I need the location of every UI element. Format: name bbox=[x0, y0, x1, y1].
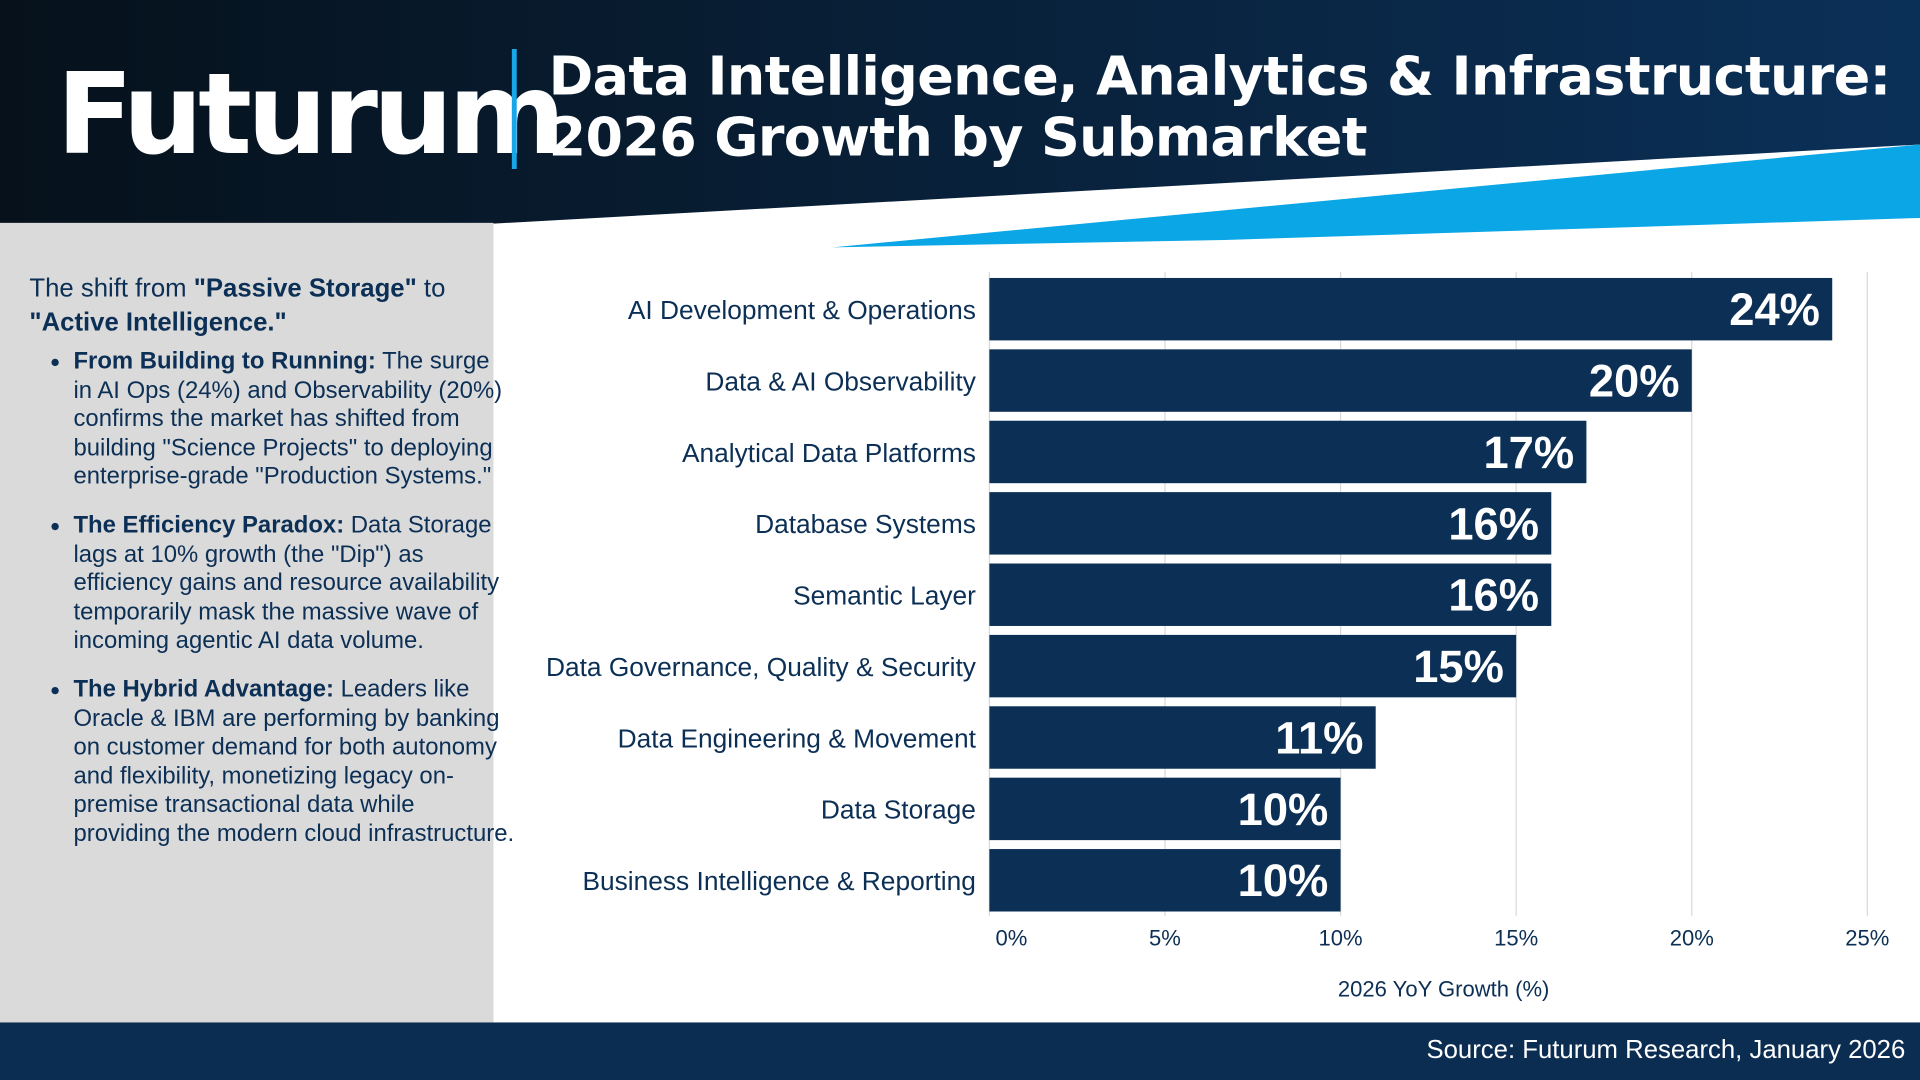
insight-item: From Building to Running: The surge in A… bbox=[73, 348, 514, 492]
category-label: Data & AI Observability bbox=[705, 366, 976, 396]
x-tick-label: 15% bbox=[1494, 925, 1538, 950]
bar bbox=[989, 563, 1552, 626]
category-label: Business Intelligence & Reporting bbox=[582, 866, 975, 896]
bar bbox=[989, 777, 1341, 841]
insight-list: From Building to Running: The surge in A… bbox=[29, 348, 514, 869]
insight-title: From Building to Running: bbox=[73, 347, 376, 375]
source-note: Source: Futurum Research, January 2026 bbox=[1426, 1035, 1906, 1065]
data-label: 16% bbox=[1448, 570, 1539, 621]
page-title: Data Intelligence, Analytics & Infrastru… bbox=[548, 45, 1892, 169]
data-label: 10% bbox=[1238, 855, 1329, 906]
x-tick-label: 25% bbox=[1845, 925, 1889, 950]
data-label: 24% bbox=[1729, 284, 1820, 335]
insight-text: Data Storage lags at 10% growth (the "Di… bbox=[73, 511, 500, 655]
bar bbox=[989, 849, 1341, 912]
insight-title: The Efficiency Paradox: bbox=[73, 511, 345, 539]
data-label: 17% bbox=[1483, 427, 1574, 478]
category-label: Data Engineering & Movement bbox=[618, 723, 977, 753]
insight-item: The Efficiency Paradox: Data Storage lag… bbox=[73, 512, 514, 656]
title-line-1: Data Intelligence, Analytics & Infrastru… bbox=[548, 45, 1892, 108]
insight-item: The Hybrid Advantage: Leaders like Oracl… bbox=[73, 676, 514, 849]
panel-lead: The shift from "Passive Storage" to "Act… bbox=[29, 272, 482, 341]
category-label: Database Systems bbox=[755, 509, 976, 539]
x-tick-label: 5% bbox=[1149, 925, 1181, 950]
bar bbox=[989, 492, 1552, 555]
category-label: Semantic Layer bbox=[793, 581, 976, 611]
bar bbox=[989, 706, 1376, 769]
insight-text: Leaders like Oracle & IBM are performing… bbox=[73, 675, 515, 848]
insights-panel: The shift from "Passive Storage" to "Act… bbox=[0, 222, 514, 1023]
insight-text: The surge in AI Ops (24%) and Observabil… bbox=[73, 347, 503, 491]
category-label: Analytical Data Platforms bbox=[682, 438, 976, 468]
futurum-logo: Futurum bbox=[56, 48, 565, 181]
lead-text: The shift from bbox=[29, 274, 194, 303]
lead-text-mid: to bbox=[416, 274, 446, 303]
x-axis-title: 2026 YoY Growth (%) bbox=[1338, 977, 1549, 1002]
data-label: 15% bbox=[1413, 641, 1504, 692]
insight-title: The Hybrid Advantage: bbox=[73, 675, 334, 703]
data-label: 16% bbox=[1448, 498, 1539, 549]
x-tick-label: 20% bbox=[1670, 925, 1714, 950]
title-divider bbox=[511, 48, 517, 169]
bar bbox=[989, 349, 1692, 412]
x-tick-label: 10% bbox=[1319, 925, 1363, 950]
bar bbox=[989, 634, 1517, 698]
data-label: 20% bbox=[1589, 355, 1680, 406]
footer: Source: Futurum Research, January 2026 bbox=[0, 1022, 1920, 1080]
title-line-2: 2026 Growth by Submarket bbox=[548, 106, 1368, 169]
data-label: 11% bbox=[1275, 712, 1363, 763]
category-label: AI Development & Operations bbox=[628, 295, 976, 325]
category-label: Data Governance, Quality & Security bbox=[546, 652, 977, 682]
lead-bold-2: "Active Intelligence." bbox=[29, 308, 287, 337]
bar bbox=[989, 420, 1587, 484]
bar bbox=[989, 277, 1833, 341]
lead-bold-1: "Passive Storage" bbox=[193, 274, 417, 303]
x-tick-label: 0% bbox=[996, 925, 1028, 950]
category-label: Data Storage bbox=[821, 795, 976, 825]
data-label: 10% bbox=[1238, 784, 1329, 835]
header-background bbox=[0, 0, 1920, 252]
